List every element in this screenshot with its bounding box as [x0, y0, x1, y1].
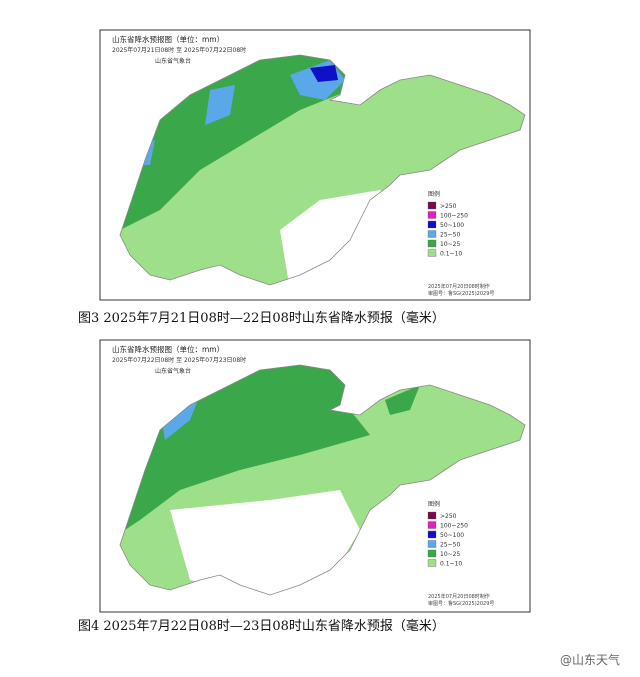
- legend-swatch: [427, 559, 437, 567]
- legend-swatch: [427, 230, 437, 238]
- map-period: 2025年07月22日08时 至 2025年07月23日08时: [112, 356, 246, 364]
- legend-label: 10~25: [440, 241, 460, 248]
- legend-label: 50~100: [440, 222, 464, 229]
- legend-label: 0.1~10: [440, 251, 462, 258]
- legend-label: 100~250: [440, 213, 468, 220]
- legend-swatch: [427, 239, 437, 248]
- legend-title: 图例: [428, 190, 440, 198]
- legend-label: >250: [440, 203, 457, 210]
- map-title: 山东省降水预报图（单位：mm）: [112, 344, 224, 354]
- legend-label: 50~100: [440, 532, 464, 539]
- legend-swatch: [427, 540, 437, 548]
- legend-swatch: [427, 249, 437, 257]
- legend-label: 25~50: [440, 542, 460, 549]
- legend-swatch: [427, 530, 437, 539]
- map-title: 山东省降水预报图（单位：mm）: [112, 34, 224, 44]
- map-period: 2025年07月21日08时 至 2025年07月22日08时: [112, 46, 246, 54]
- map-footer: 审图号：鲁SG(2025)2029号: [428, 600, 494, 607]
- map-footer: 2025年07月20日08时制作: [428, 593, 490, 600]
- map-footer: 审图号：鲁SG(2025)2029号: [428, 290, 494, 297]
- caption: 图4 2025年7月22日08时—23日08时山东省降水预报（毫米）: [78, 618, 445, 634]
- legend-label: 100~250: [440, 523, 468, 530]
- caption: 图3 2025年7月21日08时—22日08时山东省降水预报（毫米）: [78, 310, 445, 326]
- legend-label: 0.1~10: [440, 561, 462, 568]
- map-panel: 山东省降水预报图（单位：mm） 2025年07月22日08时 至 2025年07月…: [99, 339, 531, 613]
- map-footer: 2025年07月20日08时制作: [428, 283, 490, 290]
- legend-label: 10~25: [440, 551, 460, 558]
- legend-label: 25~50: [440, 232, 460, 239]
- issuer: 山东省气象台: [155, 57, 191, 65]
- legend-swatch: [427, 201, 437, 210]
- legend-title: 图例: [428, 500, 440, 508]
- issuer: 山东省气象台: [155, 367, 191, 375]
- legend-swatch: [427, 511, 437, 520]
- legend-swatch: [427, 211, 437, 219]
- map-panel: 山东省降水预报图（单位：mm） 2025年07月21日08时 至 2025年07月…: [99, 29, 531, 301]
- legend-swatch: [427, 220, 437, 229]
- legend-label: >250: [440, 513, 457, 520]
- watermark: @山东天气: [560, 652, 620, 667]
- legend-swatch: [427, 521, 437, 529]
- legend-swatch: [427, 549, 437, 558]
